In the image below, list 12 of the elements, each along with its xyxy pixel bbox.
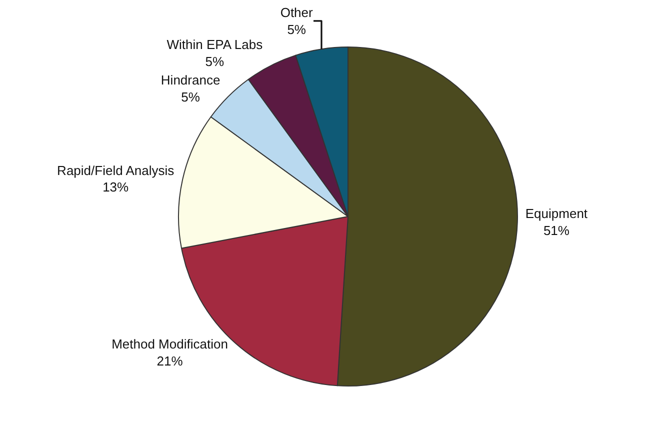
data-label: 5% [205,54,224,69]
data-label: 5% [287,22,306,37]
slice-label: Other [280,4,314,20]
slice-label: Within EPA Labs [166,36,264,52]
slice-label: Method Modification [112,336,228,352]
slice-label: Hindrance [160,72,220,88]
slice-label: Equipment [525,206,588,221]
data-label: 5% [181,90,200,105]
data-label: 13% [102,180,130,195]
data-label: 21% [156,354,184,369]
slice-label: Rapid/Field Analysis [57,162,175,178]
data-label: 51% [543,222,570,238]
